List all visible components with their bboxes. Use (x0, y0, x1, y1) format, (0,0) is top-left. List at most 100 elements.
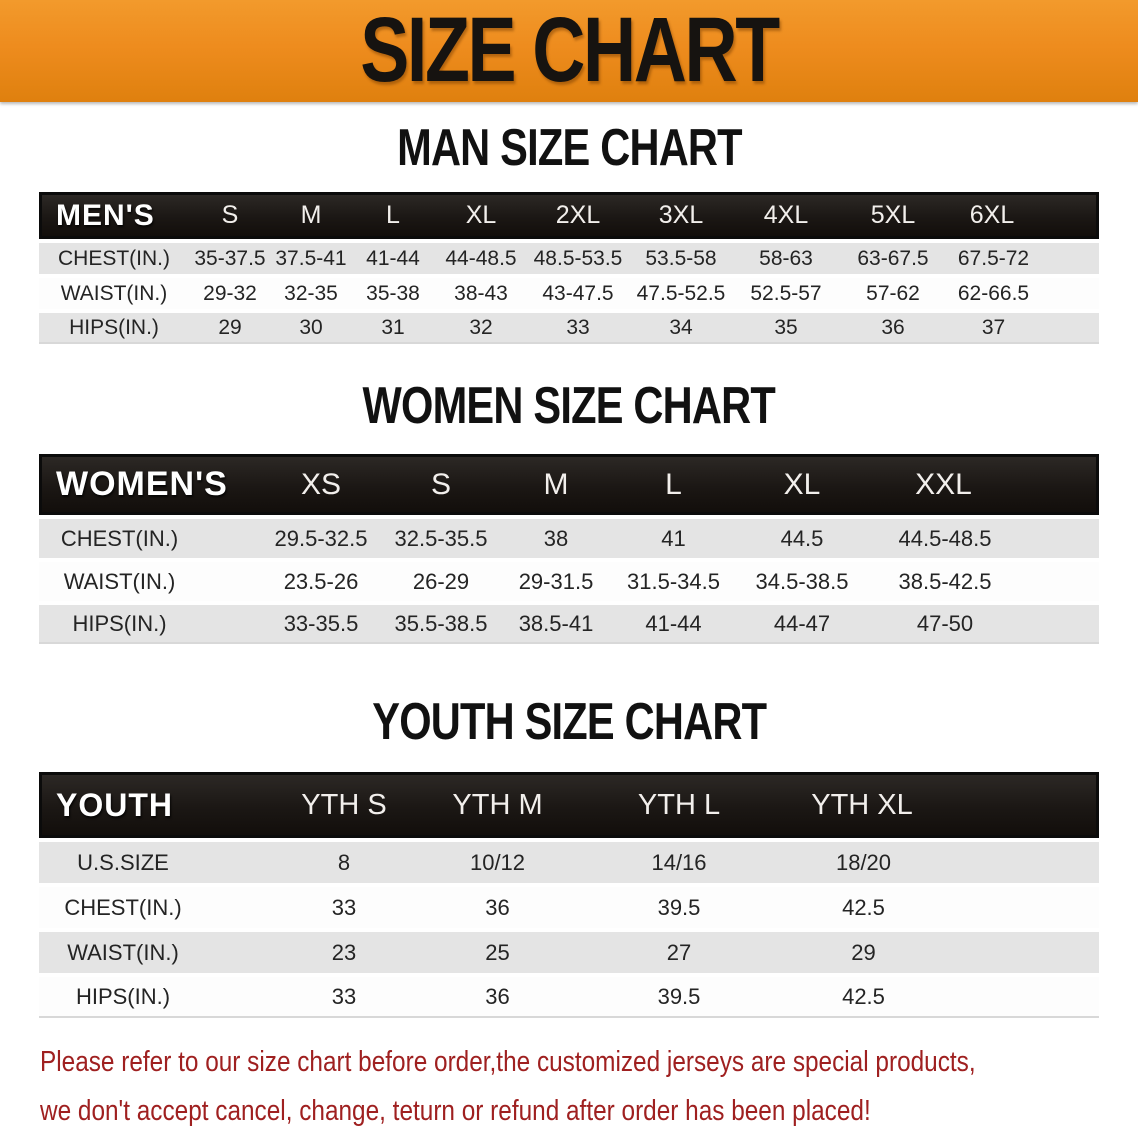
youth-size-table: YOUTH YTH S YTH M YTH L YTH XL U.S.SIZE … (39, 772, 1099, 1018)
cell: 47-50 (870, 601, 1099, 644)
cell: 31.5-34.5 (613, 558, 734, 601)
cell: 43-47.5 (527, 274, 629, 309)
row-label: WAIST(IN.) (39, 558, 259, 601)
youth-header-row: YOUTH YTH S YTH M YTH L YTH XL (39, 772, 1099, 838)
cell: 44-47 (734, 601, 870, 644)
column-header: 5XL (839, 192, 947, 239)
table-row-hips: HIPS(IN.) 33 36 39.5 42.5 (39, 973, 1099, 1018)
cell: 32-35 (271, 274, 351, 309)
cell: 29 (189, 309, 271, 344)
youth-section-title: YOUTH SIZE CHART (0, 696, 1138, 748)
table-row-hips: HIPS(IN.) 33-35.5 35.5-38.5 38.5-41 41-4… (39, 601, 1099, 644)
table-row-waist: WAIST(IN.) 29-32 32-35 35-38 38-43 43-47… (39, 274, 1099, 309)
cell: 35 (733, 309, 839, 344)
cell: 29-32 (189, 274, 271, 309)
row-label: CHEST(IN.) (39, 883, 264, 928)
cell: 29 (787, 928, 1099, 973)
cell: 53.5-58 (629, 239, 733, 274)
cell: 48.5-53.5 (527, 239, 629, 274)
column-header: YTH L (571, 772, 787, 838)
cell: 42.5 (787, 883, 1099, 928)
row-label: WAIST(IN.) (39, 928, 264, 973)
women-header-row: WOMEN'S XS S M L XL XXL (39, 454, 1099, 515)
cell: 29-31.5 (499, 558, 613, 601)
table-row-chest: CHEST(IN.) 33 36 39.5 42.5 (39, 883, 1099, 928)
cell: 26-29 (383, 558, 499, 601)
cell: 36 (424, 973, 571, 1018)
cell: 31 (351, 309, 435, 344)
cell: 67.5-72 (947, 239, 1099, 274)
man-header-label: MEN'S (39, 192, 189, 239)
table-row-hips: HIPS(IN.) 29 30 31 32 33 34 35 36 37 (39, 309, 1099, 344)
cell: 35-38 (351, 274, 435, 309)
column-header: S (189, 192, 271, 239)
cell: 32 (435, 309, 527, 344)
cell: 57-62 (839, 274, 947, 309)
row-label: U.S.SIZE (39, 838, 264, 883)
cell: 39.5 (571, 883, 787, 928)
column-header: XL (435, 192, 527, 239)
man-size-section: MAN SIZE CHART MEN'S S M L XL 2XL 3XL 4X… (0, 122, 1138, 344)
column-header: YTH XL (787, 772, 1099, 838)
cell: 8 (264, 838, 424, 883)
column-header: 3XL (629, 192, 733, 239)
women-size-table: WOMEN'S XS S M L XL XXL CHEST(IN.) 29.5-… (39, 454, 1099, 644)
cell: 41-44 (613, 601, 734, 644)
cell: 38.5-42.5 (870, 558, 1099, 601)
women-header-label: WOMEN'S (39, 454, 259, 515)
cell: 36 (839, 309, 947, 344)
cell: 44-48.5 (435, 239, 527, 274)
women-section-title-text: WOMEN SIZE CHART (362, 377, 776, 435)
cell: 38-43 (435, 274, 527, 309)
row-label: WAIST(IN.) (39, 274, 189, 309)
column-header: S (383, 454, 499, 515)
cell: 52.5-57 (733, 274, 839, 309)
cell: 25 (424, 928, 571, 973)
column-header: 6XL (947, 192, 1099, 239)
cell: 34.5-38.5 (734, 558, 870, 601)
cell: 33 (264, 883, 424, 928)
column-header: YTH M (424, 772, 571, 838)
cell: 63-67.5 (839, 239, 947, 274)
cell: 41-44 (351, 239, 435, 274)
cell: 37.5-41 (271, 239, 351, 274)
cell: 30 (271, 309, 351, 344)
cell: 42.5 (787, 973, 1099, 1018)
column-header: M (499, 454, 613, 515)
cell: 44.5 (734, 515, 870, 558)
row-label: HIPS(IN.) (39, 309, 189, 344)
cell: 29.5-32.5 (259, 515, 383, 558)
table-row-waist: WAIST(IN.) 23.5-26 26-29 29-31.5 31.5-34… (39, 558, 1099, 601)
row-label: CHEST(IN.) (39, 515, 259, 558)
column-header: 4XL (733, 192, 839, 239)
cell: 23.5-26 (259, 558, 383, 601)
table-row-us-size: U.S.SIZE 8 10/12 14/16 18/20 (39, 838, 1099, 883)
cell: 35-37.5 (189, 239, 271, 274)
youth-size-section: YOUTH SIZE CHART YOUTH YTH S YTH M YTH L… (0, 696, 1138, 1018)
youth-section-title-text: YOUTH SIZE CHART (372, 693, 767, 751)
cell: 41 (613, 515, 734, 558)
cell: 58-63 (733, 239, 839, 274)
cell: 44.5-48.5 (870, 515, 1099, 558)
cell: 35.5-38.5 (383, 601, 499, 644)
size-chart-banner: SIZE CHART (0, 0, 1138, 102)
man-section-title-text: MAN SIZE CHART (396, 119, 742, 177)
cell: 27 (571, 928, 787, 973)
disclaimer-line-1: Please refer to our size chart before or… (40, 1046, 976, 1078)
cell: 47.5-52.5 (629, 274, 733, 309)
cell: 36 (424, 883, 571, 928)
disclaimer: Please refer to our size chart before or… (40, 1038, 1132, 1137)
column-header: L (351, 192, 435, 239)
man-size-table: MEN'S S M L XL 2XL 3XL 4XL 5XL 6XL CHEST… (39, 192, 1099, 344)
cell: 10/12 (424, 838, 571, 883)
column-header: XS (259, 454, 383, 515)
cell: 38.5-41 (499, 601, 613, 644)
column-header: 2XL (527, 192, 629, 239)
cell: 18/20 (787, 838, 1099, 883)
cell: 32.5-35.5 (383, 515, 499, 558)
cell: 62-66.5 (947, 274, 1099, 309)
man-header-row: MEN'S S M L XL 2XL 3XL 4XL 5XL 6XL (39, 192, 1099, 239)
row-label: HIPS(IN.) (39, 601, 259, 644)
man-section-title: MAN SIZE CHART (0, 122, 1138, 174)
cell: 23 (264, 928, 424, 973)
